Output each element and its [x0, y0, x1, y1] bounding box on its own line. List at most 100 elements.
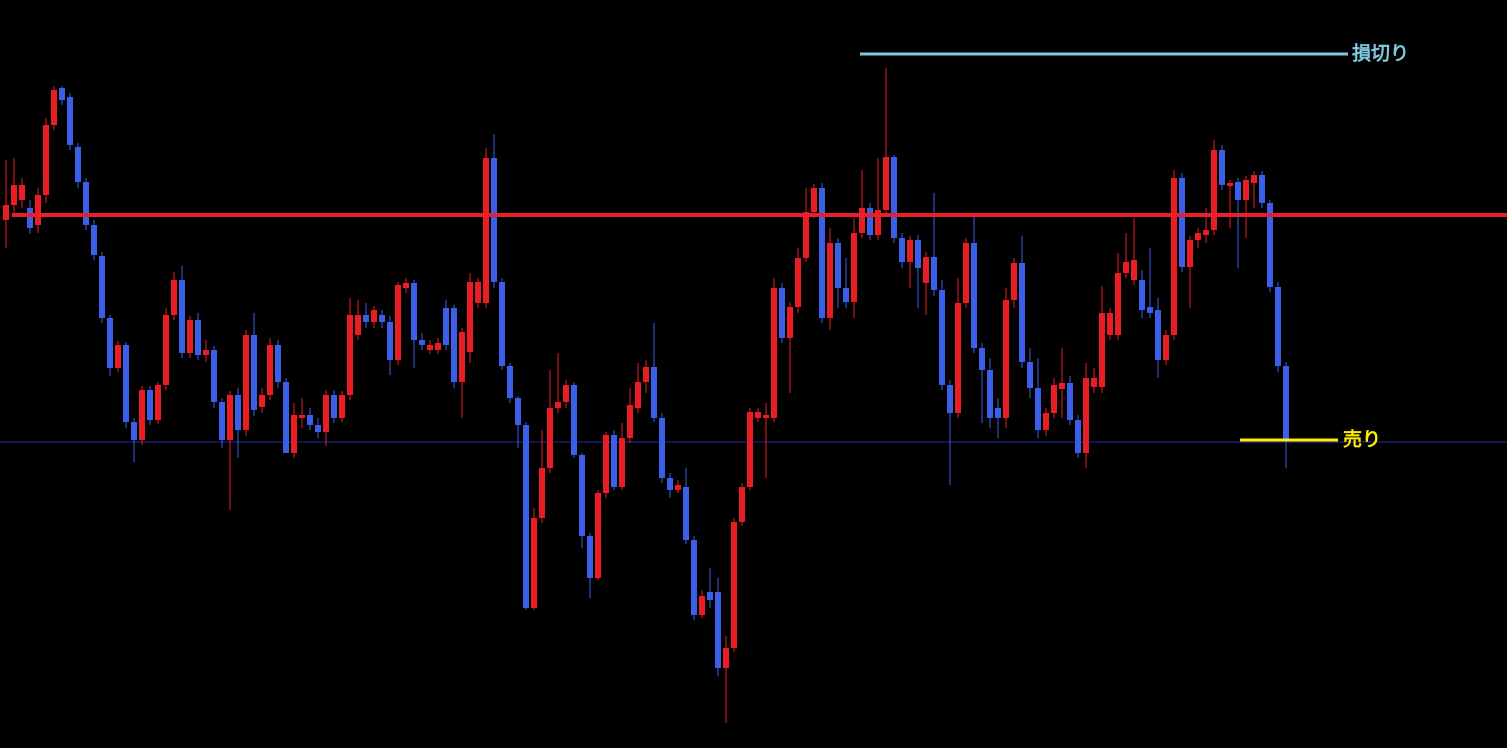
candle-body	[523, 425, 529, 608]
candle-body	[331, 395, 337, 418]
candle-body	[739, 487, 745, 522]
candle-body	[699, 596, 705, 615]
candle-body	[51, 90, 57, 125]
candle-body	[243, 335, 249, 430]
candle-body	[507, 366, 513, 398]
candle-body	[267, 345, 273, 395]
candle-body	[3, 205, 9, 220]
candle-body	[387, 322, 393, 360]
candle-body	[99, 256, 105, 318]
candle-body	[723, 648, 729, 668]
candle-body	[363, 315, 369, 322]
candle-body	[1259, 175, 1265, 203]
candle-body	[531, 518, 537, 608]
candle-body	[1075, 420, 1081, 453]
candle-body	[43, 125, 49, 195]
candle-body	[971, 243, 977, 348]
candle-body	[1027, 362, 1033, 388]
candle-body	[283, 382, 289, 453]
candle-body	[19, 185, 25, 200]
candle-body	[1019, 263, 1025, 362]
candle-body	[659, 418, 665, 478]
candle-body	[195, 320, 201, 355]
candle-body	[1059, 383, 1065, 389]
candle-body	[763, 415, 769, 418]
candle-body	[979, 348, 985, 370]
candle-body	[587, 536, 593, 578]
candle-body	[1187, 240, 1193, 267]
candle-body	[907, 240, 913, 262]
candle-body	[1243, 180, 1249, 200]
candle-body	[1115, 273, 1121, 335]
candle-body	[1251, 175, 1257, 183]
candle-body	[187, 320, 193, 353]
candle-body	[843, 288, 849, 302]
candle-body	[771, 288, 777, 418]
candle-body	[339, 395, 345, 418]
candle-body	[1139, 280, 1145, 310]
candle-body	[307, 415, 313, 425]
candle-body	[547, 408, 553, 468]
candle-body	[35, 195, 41, 225]
candle-body	[715, 592, 721, 668]
candle-body	[619, 438, 625, 487]
candle-body	[611, 435, 617, 487]
level-label: 売り	[1343, 428, 1381, 451]
candle-body	[347, 315, 353, 395]
candle-body	[787, 307, 793, 338]
candle-body	[1123, 262, 1129, 273]
candle-body	[107, 318, 113, 368]
candle-body	[835, 243, 841, 288]
candle-body	[755, 412, 761, 418]
candle-body	[123, 345, 129, 422]
candle-body	[947, 385, 953, 413]
candle-body	[1051, 385, 1057, 413]
candle-body	[259, 395, 265, 407]
candle-body	[1067, 383, 1073, 420]
candle-body	[315, 425, 321, 432]
candle-body	[1099, 313, 1105, 387]
candle-body	[11, 185, 17, 205]
candle-body	[851, 233, 857, 302]
candle-body	[779, 288, 785, 338]
candle-body	[75, 147, 81, 182]
candle-body	[627, 405, 633, 438]
candle-body	[891, 157, 897, 238]
candle-body	[179, 280, 185, 353]
candle-body	[67, 97, 73, 145]
candle-body	[539, 468, 545, 518]
candle-body	[1147, 307, 1153, 313]
candle-body	[1203, 230, 1209, 235]
candle-body	[395, 285, 401, 360]
candle-body	[1163, 335, 1169, 360]
candle-body	[803, 212, 809, 258]
candle-body	[651, 367, 657, 418]
candle-body	[1011, 263, 1017, 300]
candle-body	[355, 315, 361, 335]
candle-body	[1003, 300, 1009, 418]
candle-body	[155, 385, 161, 420]
candle-body	[1083, 378, 1089, 453]
candle-body	[59, 88, 65, 100]
candle-body	[115, 345, 121, 368]
candle-body	[1267, 203, 1273, 287]
candle-body	[211, 350, 217, 402]
candle-body	[139, 390, 145, 440]
candle-body	[219, 402, 225, 440]
candle-body	[1091, 378, 1097, 387]
candle-body	[443, 308, 449, 345]
candle-body	[819, 188, 825, 318]
candle-body	[603, 435, 609, 493]
candle-body	[1107, 313, 1113, 335]
candle-body	[83, 182, 89, 225]
candle-body	[491, 158, 497, 282]
candle-body	[955, 303, 961, 413]
candle-body	[1171, 178, 1177, 335]
candle-body	[635, 382, 641, 408]
candle-body	[995, 408, 1001, 418]
candle-body	[435, 343, 441, 350]
candle-body	[1155, 310, 1161, 360]
candle-body	[275, 345, 281, 382]
